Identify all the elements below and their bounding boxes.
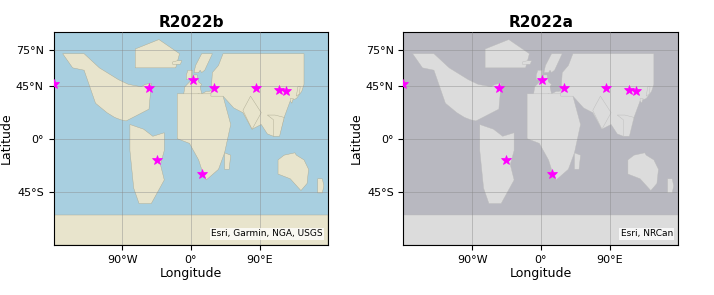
Polygon shape <box>186 70 193 80</box>
Polygon shape <box>527 94 580 180</box>
Polygon shape <box>63 54 151 121</box>
Polygon shape <box>617 115 634 136</box>
Title: R2022b: R2022b <box>159 15 223 30</box>
Polygon shape <box>480 124 514 204</box>
Polygon shape <box>183 75 218 96</box>
Text: Esri, Garmin, NGA, USGS: Esri, Garmin, NGA, USGS <box>211 230 323 238</box>
Polygon shape <box>267 115 284 136</box>
Polygon shape <box>628 153 658 191</box>
Polygon shape <box>413 54 501 121</box>
Polygon shape <box>211 54 304 136</box>
Polygon shape <box>278 153 308 191</box>
Polygon shape <box>130 124 164 204</box>
Polygon shape <box>485 40 529 68</box>
Polygon shape <box>177 94 231 180</box>
Polygon shape <box>403 215 678 245</box>
Polygon shape <box>593 96 611 129</box>
Polygon shape <box>668 179 674 193</box>
Polygon shape <box>640 99 643 103</box>
Polygon shape <box>243 96 261 129</box>
Polygon shape <box>575 153 580 169</box>
X-axis label: Longitude: Longitude <box>160 267 222 280</box>
Polygon shape <box>533 75 568 96</box>
Y-axis label: Latitude: Latitude <box>0 113 13 164</box>
Polygon shape <box>296 87 300 96</box>
Text: Esri, NRCan: Esri, NRCan <box>620 230 673 238</box>
Polygon shape <box>646 87 650 96</box>
Polygon shape <box>291 99 293 103</box>
Polygon shape <box>225 153 231 169</box>
Title: R2022a: R2022a <box>508 15 573 30</box>
Polygon shape <box>54 215 328 245</box>
Polygon shape <box>523 61 532 64</box>
Polygon shape <box>560 54 654 136</box>
Polygon shape <box>194 54 212 73</box>
Polygon shape <box>544 54 562 73</box>
X-axis label: Longitude: Longitude <box>510 267 572 280</box>
Polygon shape <box>536 70 543 80</box>
Polygon shape <box>135 40 179 68</box>
Polygon shape <box>318 179 324 193</box>
Y-axis label: Latitude: Latitude <box>350 113 363 164</box>
Polygon shape <box>173 61 182 64</box>
